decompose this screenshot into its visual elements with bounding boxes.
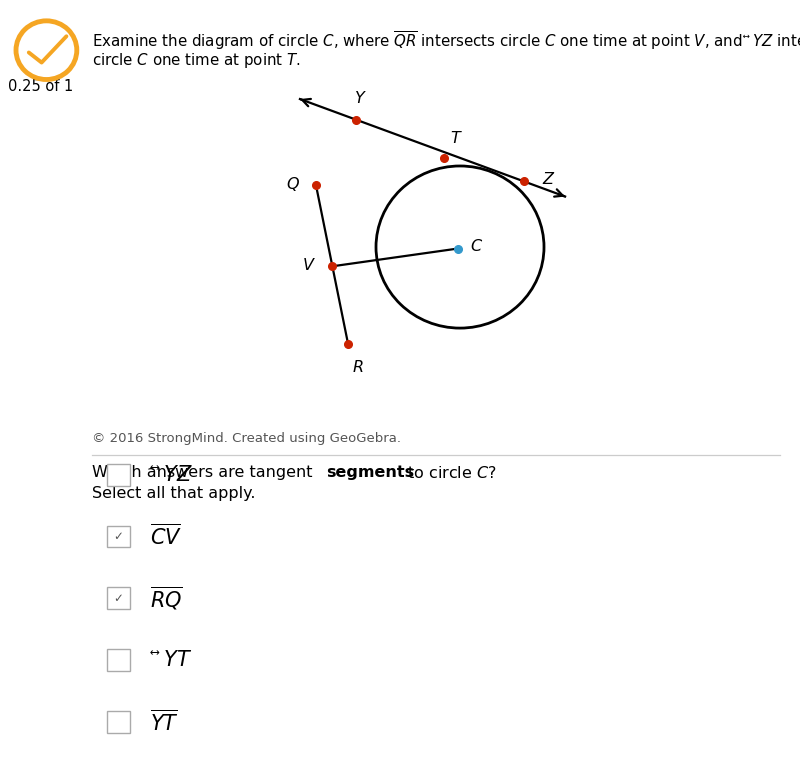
- Text: Examine the diagram of circle $C$, where $\overline{QR}$ intersects circle $C$ o: Examine the diagram of circle $C$, where…: [92, 29, 800, 52]
- Text: $\overline{YT}$: $\overline{YT}$: [150, 709, 179, 734]
- Text: Which answers are tangent: Which answers are tangent: [92, 465, 318, 479]
- Text: Select all that apply.: Select all that apply.: [92, 486, 255, 501]
- FancyBboxPatch shape: [107, 526, 130, 547]
- Text: $\overleftrightarrow{YT}$: $\overleftrightarrow{YT}$: [150, 650, 193, 670]
- Text: $V$: $V$: [302, 257, 316, 273]
- Text: ✓: ✓: [114, 530, 123, 543]
- Text: $Y$: $Y$: [354, 90, 366, 106]
- Text: ✓: ✓: [114, 592, 123, 604]
- Text: circle $C$ one time at point $T$.: circle $C$ one time at point $T$.: [92, 51, 301, 70]
- Text: $\overline{CV}$: $\overline{CV}$: [150, 524, 182, 549]
- Text: 0.25 of 1: 0.25 of 1: [8, 79, 74, 93]
- Text: © 2016 StrongMind. Created using GeoGebra.: © 2016 StrongMind. Created using GeoGebr…: [92, 432, 401, 445]
- Text: $Q$: $Q$: [286, 174, 300, 193]
- Text: $C$: $C$: [470, 239, 482, 254]
- FancyBboxPatch shape: [107, 711, 130, 733]
- FancyBboxPatch shape: [107, 587, 130, 609]
- FancyBboxPatch shape: [107, 649, 130, 671]
- Circle shape: [18, 23, 74, 77]
- Text: $\overline{RQ}$: $\overline{RQ}$: [150, 584, 183, 612]
- Text: $Z$: $Z$: [542, 171, 555, 187]
- FancyBboxPatch shape: [107, 464, 130, 486]
- Text: $\overleftrightarrow{YZ}$: $\overleftrightarrow{YZ}$: [150, 465, 194, 485]
- Text: segments: segments: [326, 465, 414, 479]
- Text: to circle $C$?: to circle $C$?: [402, 465, 496, 481]
- Text: $T$: $T$: [450, 130, 463, 146]
- Text: $R$: $R$: [352, 359, 364, 375]
